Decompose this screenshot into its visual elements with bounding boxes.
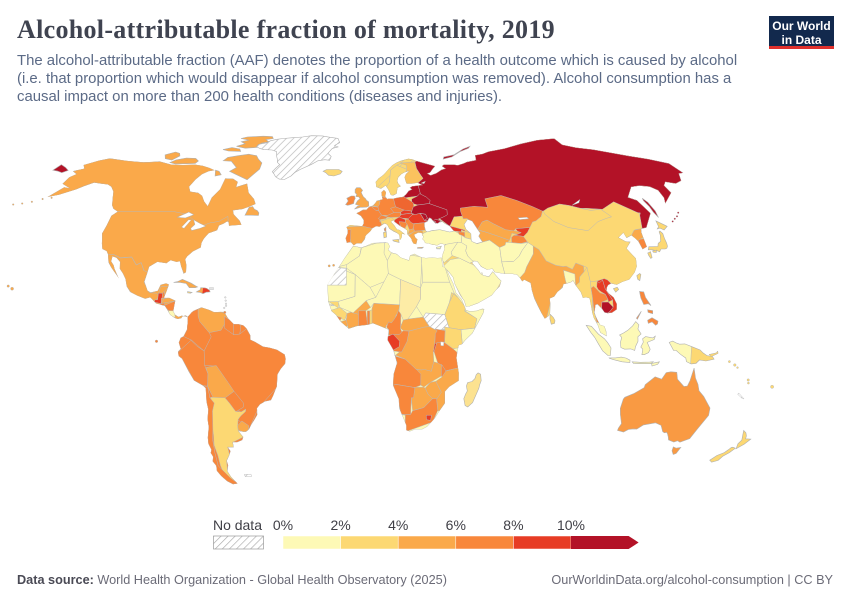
svg-text:2%: 2% xyxy=(330,517,350,533)
svg-text:No data: No data xyxy=(213,517,262,533)
svg-text:8%: 8% xyxy=(503,517,523,533)
svg-text:6%: 6% xyxy=(446,517,466,533)
svg-text:4%: 4% xyxy=(388,517,408,533)
svg-text:0%: 0% xyxy=(273,517,293,533)
svg-text:10%: 10% xyxy=(557,517,585,533)
